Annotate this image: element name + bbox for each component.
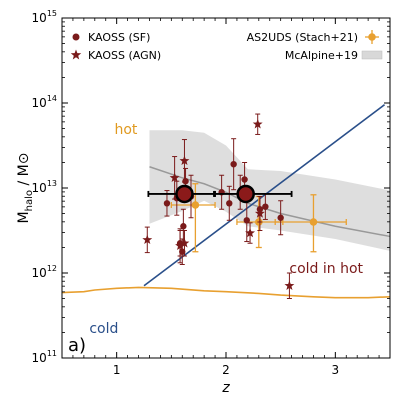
- kaoss-agn-marker: [284, 280, 295, 290]
- kaoss-agn-marker: [252, 119, 263, 129]
- as2uds-point: [170, 183, 216, 253]
- cold-in-hot-annotation: cold in hot: [289, 261, 363, 277]
- kaoss-sf-marker: [182, 178, 189, 185]
- y-tick-label: 1012: [32, 264, 57, 280]
- legend-kaoss-agn-marker: [70, 49, 82, 60]
- as2uds-marker: [309, 218, 318, 226]
- kaoss-agn-point: [284, 272, 295, 299]
- y-tick-label: 1014: [32, 94, 57, 110]
- kaoss-sf-point: [226, 185, 233, 221]
- kaoss-agn-point: [169, 156, 180, 200]
- legend-mcalpine-label: McAlpine+19: [285, 49, 358, 62]
- x-tick-label: 3: [332, 363, 340, 377]
- average-marker: [175, 184, 194, 204]
- x-tick-label: 2: [222, 363, 230, 377]
- kaoss-sf-marker: [277, 214, 284, 221]
- as2uds-marker: [191, 201, 200, 209]
- y-tick-label: 1011: [32, 349, 57, 365]
- kaoss-sf-marker: [226, 200, 233, 207]
- kaoss-agn-marker: [254, 208, 265, 218]
- kaoss-agn-point: [175, 228, 186, 264]
- hot-cold-boundary-line: [61, 286, 391, 299]
- kaoss-agn-marker: [245, 227, 255, 238]
- kaoss-agn-marker: [179, 238, 190, 248]
- kaoss-agn-point: [254, 196, 265, 231]
- panel-label: a): [68, 335, 86, 356]
- average-marker: [236, 184, 255, 204]
- kaoss-agn-marker: [175, 240, 186, 251]
- kaoss-sf-marker: [243, 217, 250, 224]
- kaoss-sf-marker: [180, 223, 187, 230]
- legend-kaoss-agn-label: KAOSS (AGN): [88, 49, 161, 62]
- cold-annotation: cold: [89, 321, 118, 337]
- y-tick-label: 1015: [32, 9, 57, 25]
- kaoss-agn-point: [179, 230, 190, 257]
- kaoss-sf-marker: [241, 176, 248, 183]
- kaoss-agn-marker: [169, 172, 180, 183]
- kaoss-sf-point: [230, 138, 237, 191]
- kaoss-agn-marker: [142, 234, 153, 245]
- kaoss-sf-marker: [230, 161, 237, 168]
- legend-kaoss-sf-marker: [72, 33, 80, 41]
- as2uds-point: [274, 194, 347, 253]
- kaoss-agn-point: [245, 222, 255, 244]
- kaoss-agn-point: [252, 113, 263, 135]
- legend-as2uds-label: AS2UDS (Stach+21): [247, 31, 358, 44]
- hot-annotation: hot: [114, 122, 137, 138]
- legend-kaoss-sf-label: KAOSS (SF): [88, 31, 150, 44]
- kaoss-sf-marker: [262, 203, 269, 210]
- legend-as2uds-marker: [368, 33, 376, 41]
- x-tick-label: 1: [113, 363, 121, 377]
- kaoss-sf-marker: [163, 200, 171, 207]
- kaoss-average-point: [214, 184, 293, 204]
- kaoss-agn-point: [179, 139, 190, 183]
- x-axis-label: z: [221, 380, 230, 396]
- legend-mcalpine-swatch: [361, 50, 383, 60]
- kaoss-sf-marker: [179, 248, 186, 255]
- kaoss-sf-point: [180, 208, 187, 244]
- kaoss-agn-point: [142, 226, 153, 254]
- kaoss-agn-marker: [179, 155, 190, 166]
- y-tick-label: 1013: [32, 179, 57, 195]
- kaoss-average-point: [147, 184, 215, 204]
- y-axis-label: Mhalo / M⊙: [16, 153, 35, 224]
- kaoss-sf-point: [277, 200, 284, 236]
